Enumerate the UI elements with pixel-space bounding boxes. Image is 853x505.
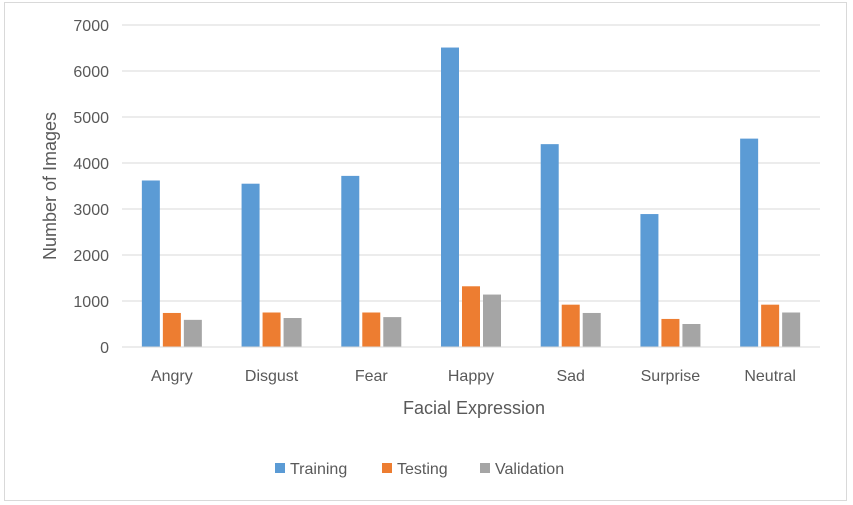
legend-swatch-training [275,463,285,473]
x-tick-label: Neutral [744,368,796,385]
x-tick-label: Sad [556,368,584,385]
bar-testing-angry [162,312,181,347]
x-axis-ticks: Angry Disgust Fear Happy Sad Surprise Neutral [151,368,796,385]
bars [141,47,801,347]
y-axis-title: Number of Images [40,112,60,260]
legend-swatch-validation [480,463,490,473]
bar-validation-fear [383,317,402,347]
bar-validation-sad [582,312,601,347]
bar-testing-surprise [661,318,680,347]
x-axis-title: Facial Expression [403,398,545,418]
x-tick-label: Fear [355,368,389,385]
x-tick-label: Surprise [641,368,701,385]
bar-training-disgust [241,183,260,347]
y-tick-label: 0 [100,340,109,357]
bar-validation-angry [183,319,202,347]
bar-testing-disgust [262,312,281,347]
legend-swatch-testing [382,463,392,473]
gridlines [122,24,820,302]
y-tick-label: 6000 [73,64,109,81]
bar-training-surprise [640,214,659,347]
y-tick-label: 5000 [73,110,109,127]
bar-validation-neutral [782,312,801,347]
legend-label-training: Training [290,461,347,478]
bar-testing-fear [362,312,381,347]
bar-training-neutral [740,138,759,347]
bar-testing-sad [561,304,580,347]
y-tick-label: 3000 [73,202,109,219]
x-tick-label: Happy [448,368,494,385]
legend: Training Testing Validation [275,461,564,478]
x-tick-label: Disgust [245,368,299,385]
bar-training-fear [341,175,360,347]
bar-training-angry [141,180,160,347]
bar-validation-surprise [682,324,701,347]
bar-validation-disgust [283,318,302,347]
y-tick-label: 2000 [73,248,109,265]
bar-testing-happy [462,286,480,347]
bar-testing-neutral [761,304,780,347]
y-tick-label: 1000 [73,294,109,311]
y-tick-label: 4000 [73,156,109,173]
legend-label-testing: Testing [397,461,448,478]
y-axis-ticks: 0 1000 2000 3000 4000 5000 6000 7000 [73,18,109,357]
legend-label-validation: Validation [495,461,564,478]
y-tick-label: 7000 [73,18,109,35]
bar-training-sad [540,144,559,347]
bar-validation-happy [483,294,501,347]
bar-training-happy [441,47,459,347]
x-tick-label: Angry [151,368,193,385]
